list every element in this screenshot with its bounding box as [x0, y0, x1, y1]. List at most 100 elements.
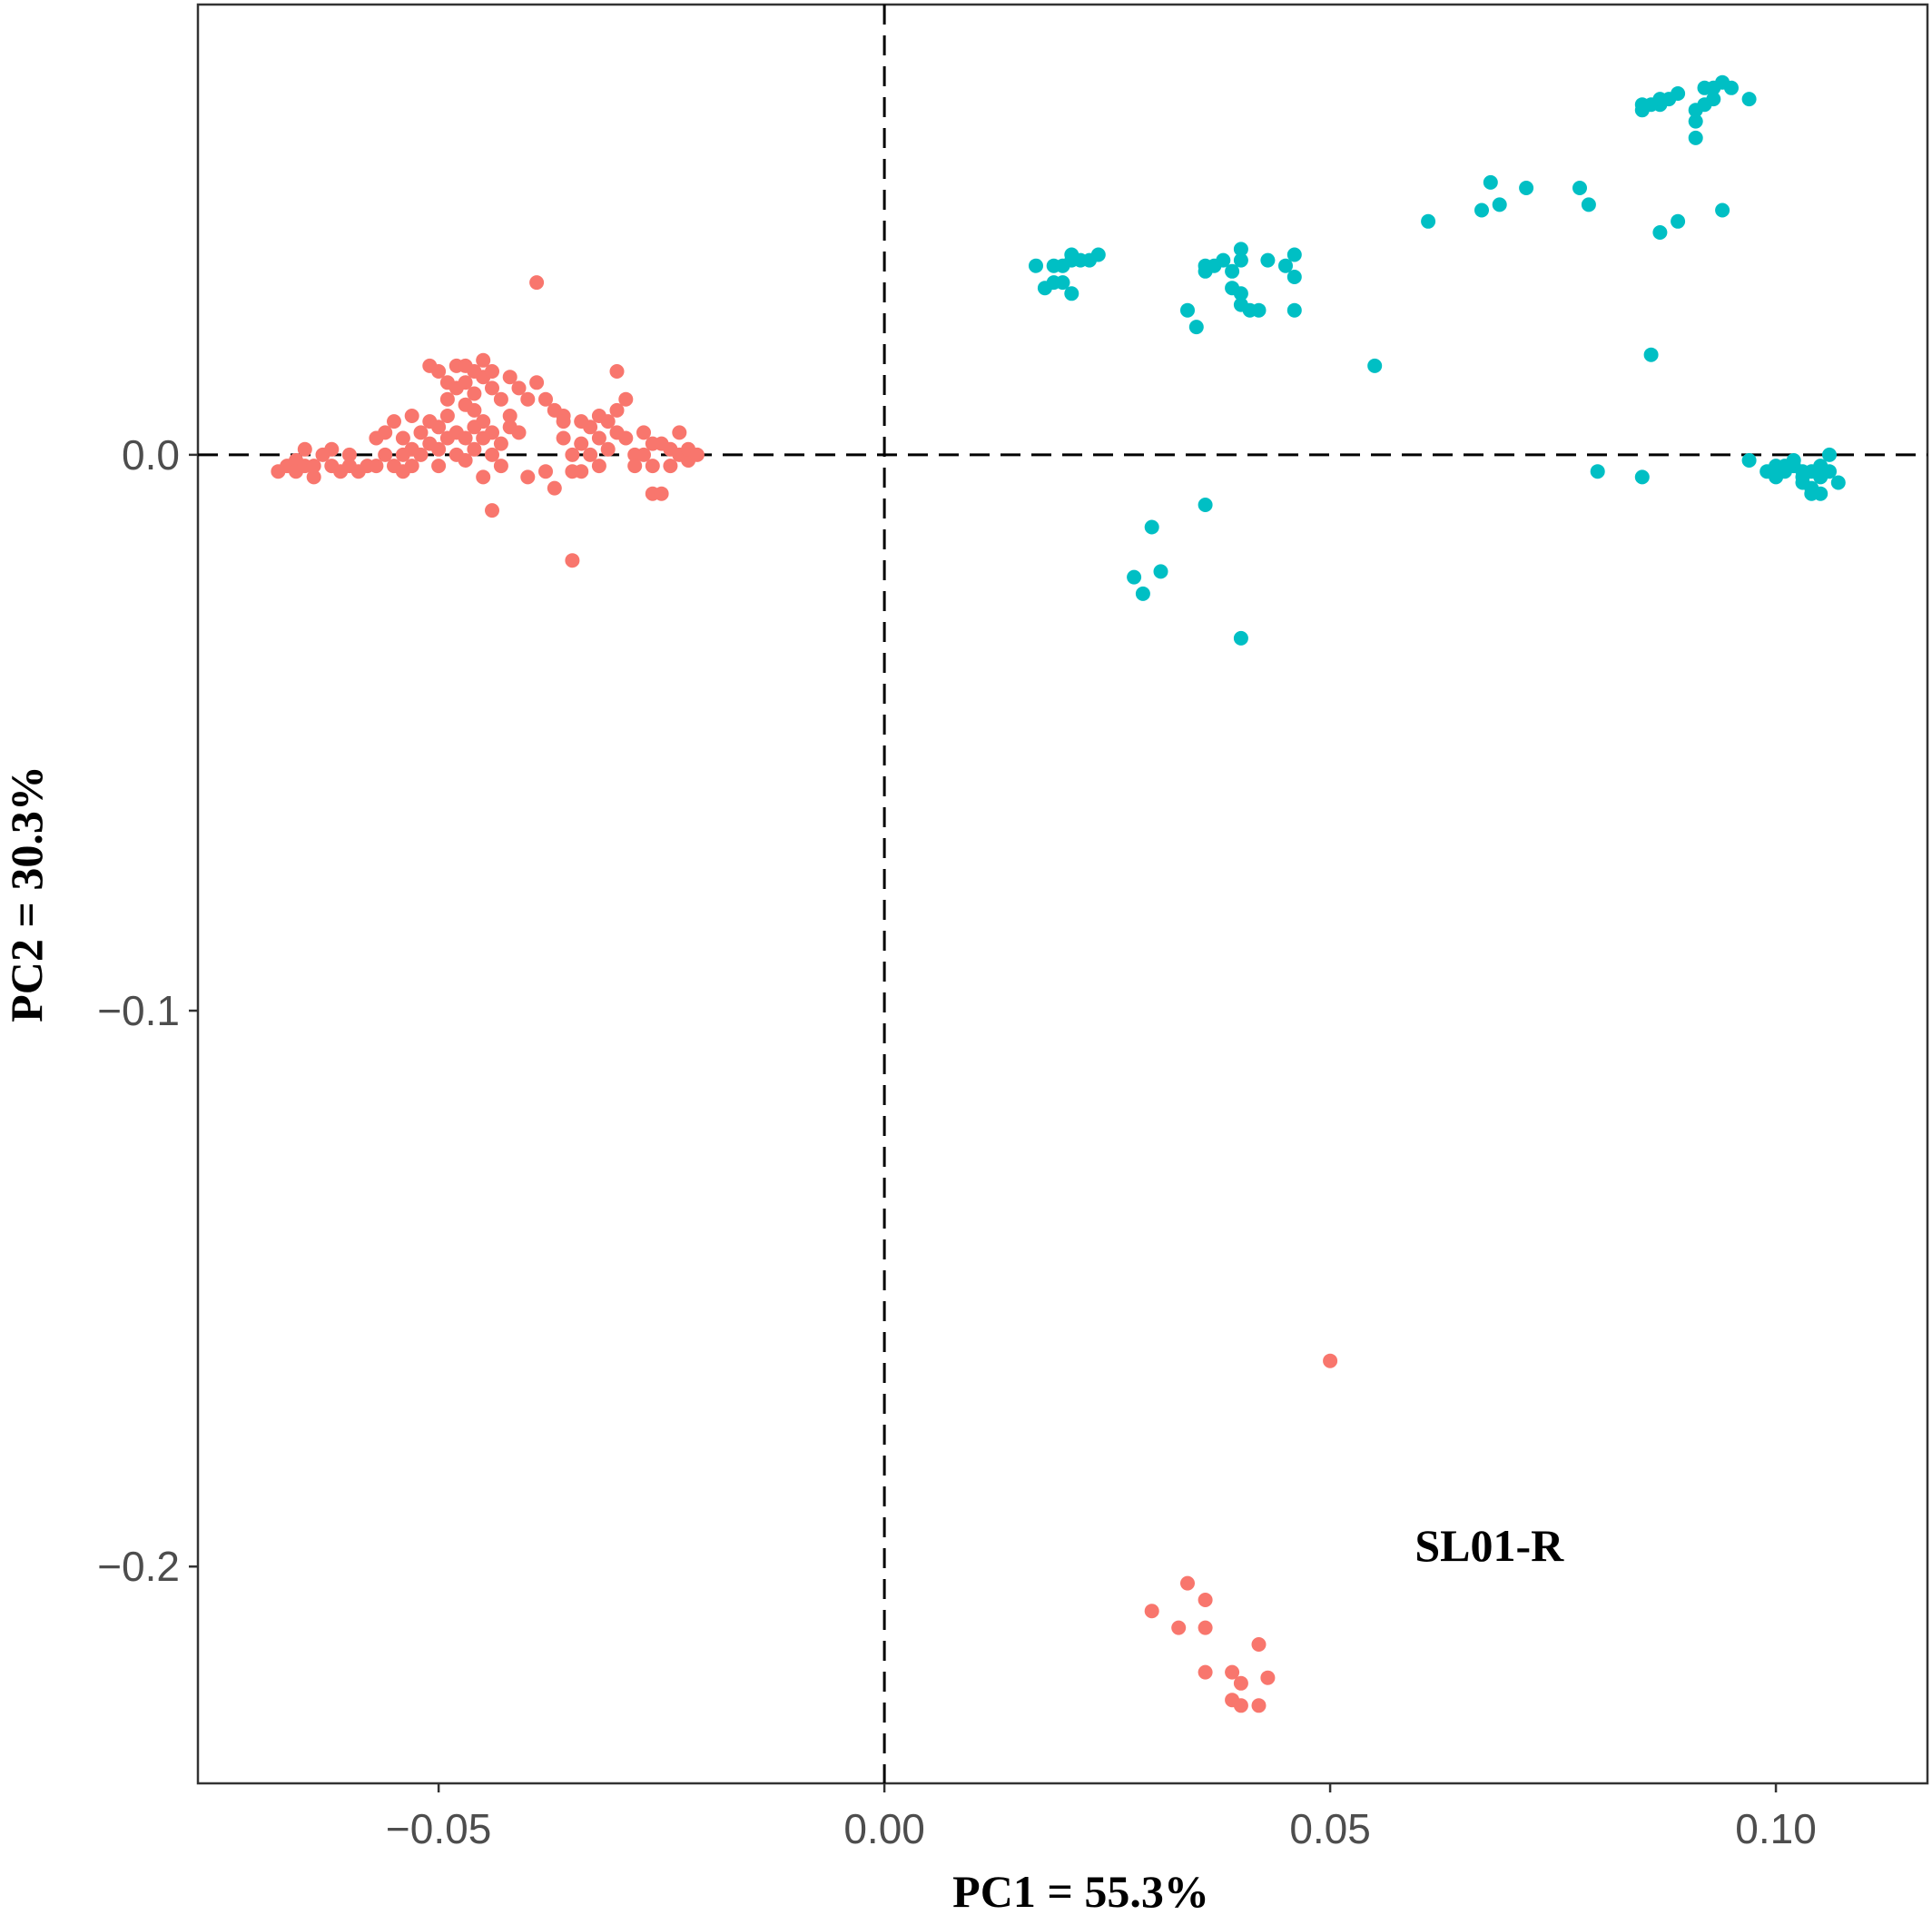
- scatter-point-series-1: [529, 375, 545, 390]
- scatter-point-series-1: [306, 469, 321, 485]
- scatter-point-series-1: [565, 447, 580, 462]
- x-tick-label: 0.05: [1289, 1805, 1371, 1852]
- scatter-point-series-1: [574, 436, 589, 451]
- scatter-point-series-1: [439, 391, 455, 407]
- scatter-point-series-2: [1286, 270, 1302, 284]
- scatter-point-series-1: [476, 414, 491, 429]
- scatter-point-series-2: [1216, 252, 1231, 268]
- scatter-point-series-2: [1830, 475, 1846, 490]
- scatter-point-series-2: [1260, 252, 1276, 268]
- scatter-point-series-1: [591, 430, 606, 446]
- scatter-point-series-2: [1251, 302, 1267, 318]
- scatter-point-series-1: [618, 391, 634, 407]
- scatter-point-series-1: [1180, 1575, 1195, 1591]
- scatter-point-series-1: [493, 436, 508, 451]
- scatter-point-series-2: [1144, 519, 1159, 535]
- y-axis-title: PC2 = 30.3%: [1, 765, 52, 1022]
- scatter-point-series-1: [1144, 1604, 1159, 1619]
- scatter-point-series-1: [431, 364, 447, 379]
- scatter-point-series-1: [520, 469, 536, 485]
- x-tick-label: 0.10: [1735, 1805, 1817, 1852]
- scatter-point-series-1: [1233, 1698, 1248, 1713]
- scatter-point-series-1: [609, 402, 625, 418]
- scatter-point-series-1: [1171, 1620, 1187, 1635]
- x-tick-label: 0.00: [843, 1805, 925, 1852]
- annotation-label: SL01-R: [1414, 1520, 1564, 1571]
- scatter-point-series-1: [547, 480, 562, 496]
- scatter-point-series-1: [1251, 1637, 1267, 1652]
- scatter-point-series-1: [485, 425, 499, 440]
- scatter-point-series-1: [404, 459, 419, 474]
- scatter-point-series-1: [467, 402, 482, 418]
- scatter-point-series-1: [369, 459, 384, 474]
- scatter-point-series-2: [1233, 297, 1248, 312]
- scatter-point-series-1: [378, 425, 393, 440]
- scatter-point-series-1: [1251, 1698, 1267, 1713]
- scatter-point-series-2: [1367, 358, 1383, 373]
- scatter-point-series-2: [1688, 114, 1703, 129]
- scatter-points: [271, 74, 1846, 1713]
- scatter-point-series-1: [502, 370, 518, 385]
- scatter-point-series-2: [1135, 586, 1150, 601]
- scatter-point-series-1: [467, 441, 482, 457]
- scatter-point-series-2: [1225, 263, 1240, 279]
- scatter-point-series-1: [387, 414, 401, 429]
- scatter-point-series-1: [458, 430, 473, 446]
- scatter-point-series-2: [1519, 181, 1534, 195]
- scatter-point-series-1: [431, 420, 447, 435]
- scatter-point-series-1: [431, 459, 447, 474]
- scatter-point-series-2: [1064, 286, 1079, 301]
- scatter-point-series-2: [1590, 464, 1605, 479]
- scatter-point-series-2: [1643, 347, 1659, 362]
- scatter-point-series-2: [1233, 242, 1248, 257]
- scatter-point-series-1: [485, 364, 499, 379]
- scatter-point-series-1: [565, 553, 580, 568]
- scatter-point-series-2: [1090, 247, 1106, 262]
- scatter-point-series-1: [574, 414, 589, 429]
- scatter-point-series-1: [583, 447, 598, 462]
- scatter-point-series-2: [1233, 252, 1248, 268]
- scatter-point-series-2: [1055, 275, 1070, 291]
- x-tick-label: −0.05: [386, 1805, 491, 1852]
- scatter-point-series-1: [467, 386, 482, 401]
- scatter-point-series-2: [1671, 213, 1686, 229]
- scatter-point-series-1: [654, 486, 669, 501]
- scatter-point-series-1: [485, 380, 499, 396]
- scatter-point-series-1: [636, 425, 651, 440]
- scatter-point-series-2: [1233, 630, 1248, 646]
- scatter-point-series-2: [1153, 564, 1168, 579]
- scatter-point-series-1: [476, 352, 491, 368]
- scatter-point-series-1: [1198, 1593, 1213, 1607]
- scatter-point-series-1: [458, 453, 473, 468]
- scatter-point-series-1: [493, 391, 508, 407]
- scatter-point-series-1: [663, 459, 678, 474]
- scatter-point-series-1: [511, 380, 527, 396]
- scatter-point-series-1: [636, 447, 651, 462]
- scatter-point-series-1: [618, 430, 634, 446]
- scatter-point-series-2: [1741, 453, 1757, 468]
- scatter-point-series-1: [689, 447, 705, 462]
- axis-ticks: −0.05 0.00 0.05 0.10 0.0 −0.1 −0.2: [97, 431, 1817, 1852]
- scatter-point-series-1: [591, 459, 606, 474]
- scatter-point-series-1: [306, 459, 321, 474]
- scatter-point-series-1: [609, 364, 625, 379]
- scatter-point-series-2: [1671, 86, 1686, 101]
- scatter-point-series-1: [458, 375, 473, 390]
- scatter-point-series-1: [556, 430, 571, 446]
- scatter-point-series-2: [1688, 130, 1703, 145]
- scatter-point-series-2: [1492, 197, 1507, 212]
- scatter-point-series-2: [1483, 174, 1498, 190]
- scatter-point-series-2: [1572, 181, 1587, 195]
- scatter-point-series-1: [538, 391, 553, 407]
- scatter-point-series-1: [493, 459, 508, 474]
- plot-panel-border: [196, 3, 1929, 1785]
- scatter-point-series-2: [1822, 464, 1837, 479]
- scatter-point-series-1: [1233, 1675, 1248, 1691]
- scatter-point-series-1: [645, 459, 660, 474]
- scatter-point-series-2: [1706, 92, 1721, 107]
- scatter-point-series-1: [297, 441, 312, 457]
- scatter-point-series-1: [404, 409, 419, 423]
- scatter-point-series-1: [431, 441, 447, 457]
